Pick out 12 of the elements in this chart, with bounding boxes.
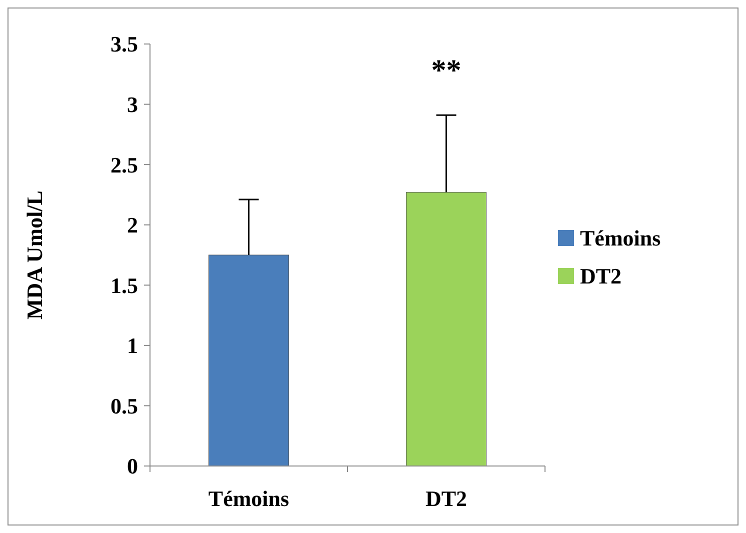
y-tick-label: 0 — [127, 454, 138, 479]
y-tick-label: 2.5 — [110, 152, 138, 178]
annotation: ** — [431, 54, 462, 87]
y-tick-label: 1 — [127, 333, 138, 358]
y-tick-label: 1.5 — [110, 272, 138, 298]
y-tick-label: 0.5 — [110, 393, 138, 418]
legend-label: Témoins — [580, 226, 662, 251]
legend-label: DT2 — [580, 264, 622, 289]
y-tick-label: 2 — [127, 212, 138, 238]
y-tick-label: 3 — [127, 92, 138, 117]
y-axis-title: MDA Umol/L — [22, 190, 47, 320]
y-tick-label: 3.5 — [110, 32, 138, 57]
